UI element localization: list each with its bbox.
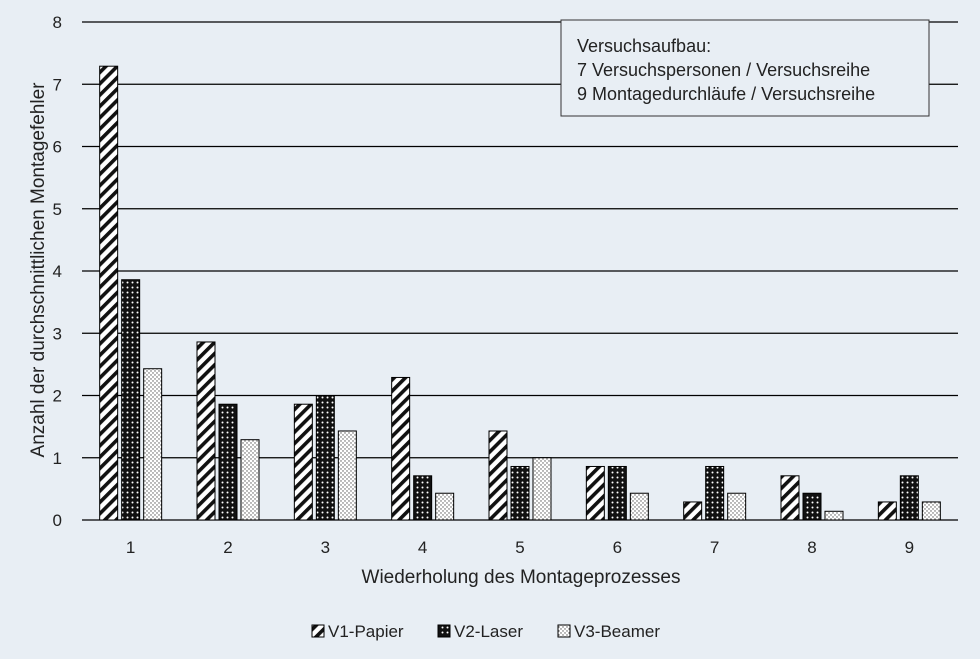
legend-label: V3-Beamer [574,622,660,641]
bar-v1-papier-8 [780,475,800,521]
bar-v1-papier-7 [683,501,703,521]
bar-v3-beamer-9 [921,501,941,521]
bar-v1-papier-9 [877,501,897,521]
x-tick-label: 9 [905,538,914,557]
y-axis-title: Anzahl der durchschnittlichen Montagefeh… [28,82,49,458]
bar-v1-papier-6 [585,465,605,521]
y-tick-label: 4 [53,262,62,281]
x-tick-label: 7 [710,538,719,557]
x-tick-label: 6 [613,538,622,557]
y-tick-label: 2 [53,387,62,406]
bar-v2-laser-7 [705,465,725,521]
bar-v1-papier-2 [196,341,216,521]
y-tick-label: 3 [53,324,62,343]
bar-v2-laser-1 [121,279,141,521]
x-tick-label: 5 [515,538,524,557]
setup-note-line-3: 9 Montagedurchläufe / Versuchsreihe [577,84,875,104]
bar-v3-beamer-5 [532,457,552,521]
setup-note-line-1: Versuchsaufbau: [577,36,711,56]
x-tick-label: 8 [807,538,816,557]
setup-note: Versuchsaufbau: 7 Versuchspersonen / Ver… [560,19,930,117]
y-tick-label: 0 [53,511,62,530]
y-tick-label: 5 [53,200,62,219]
bar-v2-laser-6 [607,465,627,521]
legend-item-v2-laser: V2-Laser [437,622,523,641]
bar-v3-beamer-2 [240,439,260,521]
x-tick-label: 2 [223,538,232,557]
x-axis-title: Wiederholung des Montageprozesses [362,567,681,588]
bar-v3-beamer-1 [143,368,163,521]
bar-v3-beamer-4 [435,492,455,521]
legend: V1-Papier V2-Laser V3-Beamer [311,622,660,641]
x-tick-label: 3 [321,538,330,557]
x-tick-labels: 1 2 3 4 5 6 7 8 9 [126,538,914,557]
bar-v2-laser-5 [510,465,530,521]
bar-v1-papier-1 [99,65,119,521]
y-tick-labels: 0 1 2 3 4 5 6 7 8 [53,13,62,530]
legend-label: V1-Papier [328,622,404,641]
bar-v1-papier-4 [391,376,411,521]
legend-item-v3-beamer: V3-Beamer [557,622,660,641]
bar-v3-beamer-3 [337,430,357,521]
bar-v2-laser-2 [218,403,238,521]
y-tick-label: 6 [53,138,62,157]
legend-label: V2-Laser [454,622,523,641]
x-tick-label: 1 [126,538,135,557]
bar-v3-beamer-7 [727,492,747,521]
legend-swatch [311,624,325,638]
bars [99,65,941,521]
bar-v2-laser-4 [413,475,433,521]
bar-v2-laser-9 [899,475,919,521]
legend-item-v1-papier: V1-Papier [311,622,404,641]
x-tick-label: 4 [418,538,427,557]
bar-v3-beamer-8 [824,510,844,521]
bar-v2-laser-3 [315,395,335,521]
legend-swatch [437,624,451,638]
bar-v1-papier-3 [293,403,313,521]
bar-v2-laser-8 [802,492,822,521]
bar-v1-papier-5 [488,430,508,521]
legend-swatch [557,624,571,638]
setup-note-line-2: 7 Versuchspersonen / Versuchsreihe [577,60,870,80]
setup-note-box [560,19,930,117]
bar-v3-beamer-6 [629,492,649,521]
y-tick-label: 7 [53,75,62,94]
y-tick-label: 8 [53,13,62,32]
y-tick-label: 1 [53,449,62,468]
